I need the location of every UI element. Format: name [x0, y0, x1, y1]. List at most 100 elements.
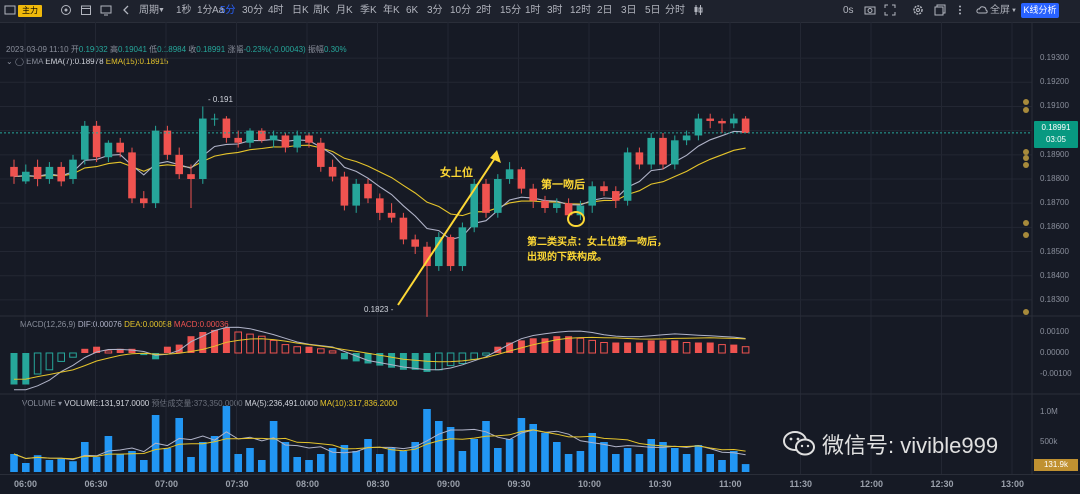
- candle-body: [317, 142, 325, 167]
- macd-bar: [624, 342, 632, 353]
- candle-body: [706, 118, 714, 121]
- star-icon[interactable]: [60, 4, 72, 16]
- chevron-down-icon[interactable]: ▼: [158, 7, 165, 14]
- volume-bar: [635, 454, 644, 472]
- timeframe-tab[interactable]: 2日: [597, 5, 613, 16]
- timeframe-tab[interactable]: 4时: [268, 5, 284, 16]
- low-label: 低: [149, 45, 158, 54]
- macd-bar: [10, 353, 18, 385]
- price-axis[interactable]: 0.193000.192000.191000.190000.189000.188…: [1032, 22, 1080, 470]
- fullscreen-icon[interactable]: [884, 4, 896, 16]
- timeframe-tab[interactable]: 15分: [500, 5, 522, 16]
- candle-body: [659, 137, 667, 165]
- macd-bar: [340, 353, 348, 360]
- time-tick: 09:30: [507, 479, 531, 489]
- candle-body: [104, 142, 113, 158]
- font-button[interactable]: Aa: [212, 5, 225, 16]
- camera-icon[interactable]: [864, 4, 876, 16]
- candle-body: [364, 183, 372, 199]
- chart-style-icon[interactable]: [188, 4, 200, 16]
- timeframe-tab[interactable]: 30分: [242, 5, 264, 16]
- macd-bar: [423, 353, 431, 372]
- candle-body: [222, 118, 231, 138]
- volume-bar: [399, 451, 408, 472]
- timeframe-tab[interactable]: 2时: [476, 5, 492, 16]
- timeframe-tab[interactable]: 周K: [313, 5, 330, 16]
- volume-bar: [234, 454, 242, 472]
- macd-bar: [730, 344, 738, 353]
- timeframe-tab[interactable]: 年K: [383, 5, 400, 16]
- candle-body: [151, 130, 160, 204]
- ohlc-info: 2023-03-09 11:10 开0.19032 高0.19041 低0.18…: [6, 44, 347, 55]
- timeframe-tab[interactable]: 3日: [621, 5, 637, 16]
- volume-bar: [694, 445, 703, 472]
- time-axis[interactable]: 06:00 06:30 07:00 07:30 08:00 08:30 09:00 09:30…: [0, 474, 1080, 494]
- kline-analysis-button[interactable]: K线分析: [1021, 3, 1059, 18]
- menu-icon[interactable]: [4, 4, 16, 16]
- candle-body: [57, 166, 65, 182]
- calendar-icon[interactable]: [80, 4, 92, 16]
- candle-body: [494, 179, 502, 213]
- timeframe-tab[interactable]: 3时: [547, 5, 563, 16]
- volume-bar: [730, 451, 738, 472]
- ma10-value: MA(10):317,836.2000: [320, 399, 398, 408]
- timeframe-tab[interactable]: 1分: [197, 5, 213, 16]
- timeframe-tab[interactable]: 1秒: [176, 5, 192, 16]
- candle-body: [553, 203, 561, 209]
- display-icon[interactable]: [100, 4, 112, 16]
- volume-bar: [45, 460, 54, 472]
- timeframe-tab[interactable]: 12时: [570, 5, 592, 16]
- main-badge[interactable]: 主力: [18, 5, 42, 17]
- time-tick: 12:30: [930, 479, 954, 489]
- candle-body: [387, 212, 396, 218]
- volume-bar: [706, 454, 714, 472]
- volume-bar: [340, 445, 349, 472]
- candle-body: [694, 118, 703, 136]
- macd-bar: [22, 353, 30, 385]
- macd-bar: [128, 348, 136, 353]
- ema-legend[interactable]: ⌄ ◯ EMA EMA(7):0.18978 EMA(15):0.18915: [6, 57, 168, 66]
- volume-caret-icon[interactable]: ▾: [58, 399, 63, 408]
- price-tick: 0.18800: [1040, 174, 1069, 183]
- volume-bar: [387, 448, 396, 472]
- volume-legend[interactable]: VOLUME ▾ VOLUME:131,917.0000 预估成交量:373,3…: [22, 398, 397, 409]
- candle-type-icon[interactable]: [692, 4, 704, 16]
- candle-body: [529, 188, 537, 201]
- more-icon[interactable]: [954, 4, 966, 16]
- timeframe-tab[interactable]: 10分: [450, 5, 472, 16]
- cloud-icon[interactable]: [976, 4, 988, 16]
- timeframe-tab[interactable]: 6K: [406, 5, 419, 16]
- macd-legend[interactable]: MACD(12,26,9) DIF:0.00076 DEA:0.00058 MA…: [20, 320, 229, 329]
- volume-bar: [92, 457, 101, 472]
- time-tick: 06:30: [84, 479, 108, 489]
- caret-down-icon[interactable]: ▼: [1011, 8, 1017, 14]
- fullscreen-label[interactable]: 全屏: [990, 5, 1010, 16]
- candle-body: [140, 198, 148, 204]
- volume-bar: [116, 454, 124, 472]
- chevron-left-icon[interactable]: [120, 4, 132, 16]
- eye-icon[interactable]: ◯: [14, 57, 24, 66]
- timeframe-tab[interactable]: 5分: [220, 5, 236, 16]
- timeframe-tab[interactable]: 季K: [360, 5, 377, 16]
- candle-body: [376, 198, 384, 213]
- collapse-icon[interactable]: ⌄: [6, 57, 13, 66]
- price-tick: 0.19300: [1040, 53, 1069, 63]
- candle-body: [33, 166, 42, 179]
- timeframe-tab[interactable]: 日K: [292, 5, 309, 16]
- change-label: 涨幅: [227, 45, 244, 54]
- gear-icon[interactable]: [912, 4, 924, 16]
- timeframe-tab[interactable]: 3分: [427, 5, 443, 16]
- macd-bar: [45, 352, 54, 371]
- copy-icon[interactable]: [934, 4, 946, 16]
- kiss-annotation: 第一吻后: [541, 179, 585, 191]
- timeframe-tab[interactable]: 月K: [336, 5, 353, 16]
- time-tick: 07:00: [155, 479, 179, 489]
- macd-bar: [317, 348, 325, 354]
- timeframe-tab[interactable]: 分时: [665, 5, 685, 16]
- period-selector[interactable]: 周期: [139, 5, 159, 16]
- time-tick: 10:00: [578, 479, 602, 489]
- timeframe-tab[interactable]: 1时: [525, 5, 541, 16]
- timeframe-tab[interactable]: 5日: [645, 5, 661, 16]
- macd-tick: 0.00100: [1040, 327, 1069, 336]
- macd-bar: [116, 348, 124, 353]
